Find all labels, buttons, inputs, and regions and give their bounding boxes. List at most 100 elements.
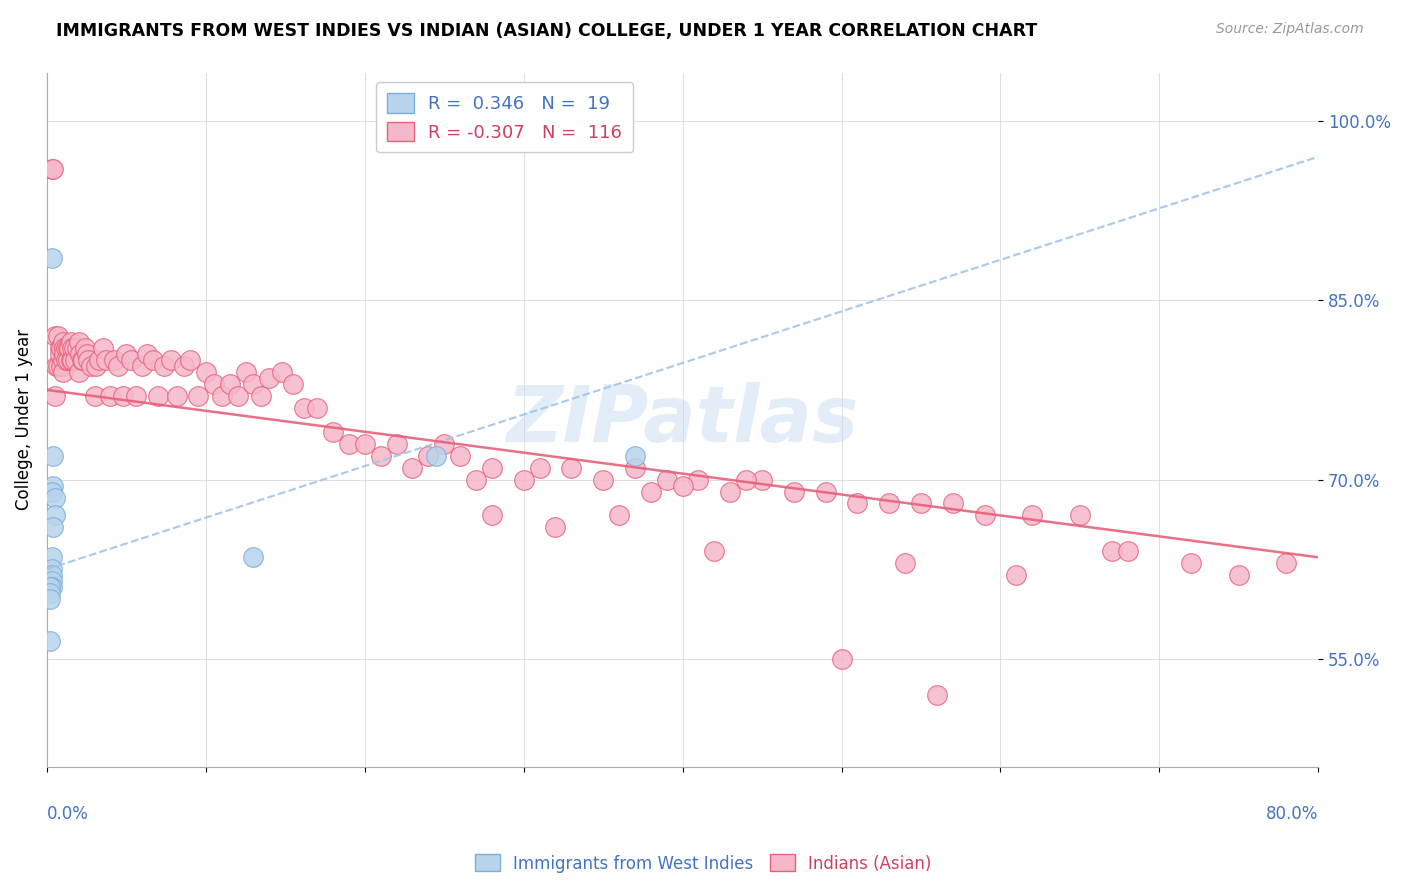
Point bbox=[385, 436, 408, 450]
Point bbox=[59, 353, 82, 368]
Point bbox=[718, 484, 741, 499]
Point bbox=[66, 341, 89, 355]
Point bbox=[89, 353, 111, 368]
Point bbox=[45, 359, 67, 373]
Point bbox=[42, 161, 65, 176]
Point bbox=[179, 353, 201, 368]
Point bbox=[94, 353, 117, 368]
Point bbox=[56, 353, 79, 368]
Point bbox=[46, 329, 69, 343]
Point bbox=[41, 252, 63, 266]
Point bbox=[77, 353, 100, 368]
Text: 80.0%: 80.0% bbox=[1265, 805, 1319, 823]
Point bbox=[1101, 544, 1123, 558]
Point bbox=[42, 449, 65, 463]
Point bbox=[146, 389, 169, 403]
Point bbox=[51, 359, 73, 373]
Point bbox=[735, 473, 758, 487]
Point bbox=[187, 389, 209, 403]
Point bbox=[1180, 556, 1202, 570]
Point bbox=[1069, 508, 1091, 523]
Point bbox=[83, 389, 105, 403]
Point bbox=[783, 484, 806, 499]
Point bbox=[48, 341, 70, 355]
Text: ZIPatlas: ZIPatlas bbox=[506, 382, 859, 458]
Point bbox=[481, 460, 503, 475]
Point bbox=[259, 371, 281, 385]
Point bbox=[42, 478, 65, 492]
Text: Source: ZipAtlas.com: Source: ZipAtlas.com bbox=[1216, 22, 1364, 37]
Point bbox=[235, 365, 257, 379]
Point bbox=[44, 389, 66, 403]
Point bbox=[55, 341, 77, 355]
Point bbox=[91, 341, 114, 355]
Point bbox=[52, 365, 75, 379]
Point bbox=[41, 574, 63, 589]
Point bbox=[973, 508, 995, 523]
Point bbox=[41, 550, 63, 565]
Point bbox=[120, 353, 142, 368]
Point bbox=[529, 460, 551, 475]
Point bbox=[607, 508, 630, 523]
Point bbox=[69, 347, 91, 361]
Point bbox=[53, 347, 76, 361]
Text: IMMIGRANTS FROM WEST INDIES VS INDIAN (ASIAN) COLLEGE, UNDER 1 YEAR CORRELATION : IMMIGRANTS FROM WEST INDIES VS INDIAN (A… bbox=[56, 22, 1038, 40]
Point bbox=[55, 353, 77, 368]
Point bbox=[226, 389, 249, 403]
Point bbox=[39, 586, 62, 600]
Text: 0.0%: 0.0% bbox=[46, 805, 89, 823]
Point bbox=[80, 359, 103, 373]
Point bbox=[250, 389, 273, 403]
Point bbox=[67, 334, 90, 349]
Point bbox=[60, 341, 83, 355]
Point bbox=[73, 341, 96, 355]
Point bbox=[125, 389, 148, 403]
Point bbox=[242, 376, 264, 391]
Point bbox=[401, 460, 423, 475]
Point bbox=[115, 347, 138, 361]
Point bbox=[1021, 508, 1043, 523]
Point bbox=[41, 568, 63, 582]
Point bbox=[910, 496, 932, 510]
Point bbox=[624, 460, 647, 475]
Point bbox=[51, 341, 73, 355]
Point bbox=[202, 376, 225, 391]
Point bbox=[42, 520, 65, 534]
Point bbox=[100, 389, 122, 403]
Point bbox=[39, 580, 62, 594]
Point bbox=[242, 550, 264, 565]
Point bbox=[353, 436, 375, 450]
Point bbox=[46, 359, 69, 373]
Point bbox=[671, 478, 693, 492]
Point bbox=[703, 544, 725, 558]
Point bbox=[418, 449, 440, 463]
Point bbox=[44, 508, 66, 523]
Point bbox=[560, 460, 582, 475]
Point bbox=[271, 365, 294, 379]
Point bbox=[688, 473, 710, 487]
Point bbox=[751, 473, 773, 487]
Point bbox=[877, 496, 900, 510]
Point bbox=[425, 449, 447, 463]
Point bbox=[52, 353, 75, 368]
Point bbox=[481, 508, 503, 523]
Point bbox=[307, 401, 329, 415]
Point bbox=[65, 353, 87, 368]
Point bbox=[41, 161, 63, 176]
Point bbox=[44, 491, 66, 505]
Point bbox=[814, 484, 837, 499]
Point bbox=[41, 562, 63, 576]
Point bbox=[59, 334, 82, 349]
Point bbox=[41, 580, 63, 594]
Point bbox=[894, 556, 917, 570]
Point bbox=[56, 341, 79, 355]
Point bbox=[218, 376, 240, 391]
Point bbox=[107, 359, 129, 373]
Point bbox=[292, 401, 315, 415]
Point bbox=[72, 353, 94, 368]
Point bbox=[173, 359, 195, 373]
Point bbox=[449, 449, 471, 463]
Point bbox=[48, 347, 70, 361]
Point bbox=[624, 449, 647, 463]
Point bbox=[1227, 568, 1250, 582]
